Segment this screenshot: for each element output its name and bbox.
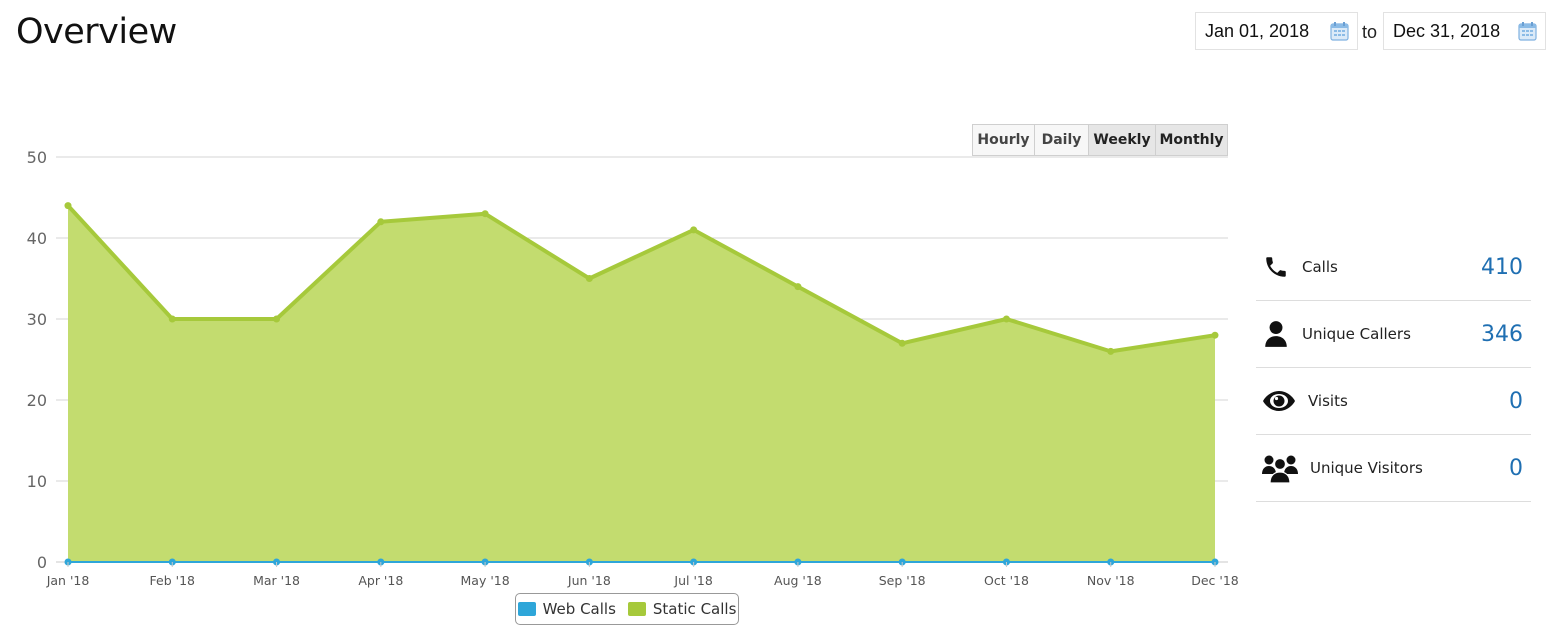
series-line-static-calls (66, 204, 1216, 354)
stat-value-unique-visitors: 0 (1509, 455, 1523, 481)
x-tick-label: Jan '18 (46, 573, 90, 588)
stat-row-unique-callers: Unique Callers 346 (1256, 301, 1531, 368)
data-point-static-calls (585, 275, 593, 282)
area-chart: 0 10 20 30 40 50 Jan '18 Feb '18 Mar '18 Apr '18 M… (27, 148, 1239, 588)
date-from-value: Jan 01, 2018 (1205, 20, 1310, 41)
stat-label-calls: Calls (1302, 258, 1338, 276)
range-toggle-group: Hourly Daily Weekly Monthly (972, 124, 1228, 156)
data-point-static-calls (377, 218, 385, 226)
y-tick-label: 0 (37, 553, 47, 572)
user-icon (1258, 319, 1294, 349)
y-tick-label: 40 (27, 229, 47, 248)
weekly-button[interactable]: Weekly (1089, 125, 1156, 155)
y-tick-label: 30 (27, 310, 47, 329)
calendar-icon[interactable] (1330, 21, 1349, 41)
date-to-field[interactable]: Dec 31, 2018 (1383, 12, 1546, 50)
x-tick-label: Sep '18 (879, 573, 926, 588)
calendar-icon[interactable] (1518, 21, 1537, 41)
x-tick-label: Nov '18 (1087, 573, 1135, 588)
x-tick-label: Apr '18 (358, 573, 403, 588)
x-tick-label: Oct '18 (984, 573, 1029, 588)
eye-icon (1258, 386, 1300, 416)
data-point-static-calls (690, 226, 698, 234)
data-point-static-calls (898, 339, 906, 347)
stat-value-calls: 410 (1481, 254, 1523, 280)
y-tick-label: 10 (27, 472, 47, 491)
users-icon (1258, 453, 1302, 483)
stat-row-calls: Calls 410 (1256, 234, 1531, 301)
date-separator: to (1362, 22, 1378, 42)
date-from-field[interactable]: Jan 01, 2018 (1195, 12, 1358, 50)
legend-label-web-calls: Web Calls (542, 600, 616, 618)
phone-icon (1258, 252, 1294, 282)
chart-legend: Web Calls Static Calls (515, 593, 739, 625)
legend-item-static-calls[interactable]: Static Calls (627, 600, 737, 618)
data-point-static-calls (64, 202, 72, 210)
page-title: Overview (16, 12, 177, 52)
x-tick-label: Mar '18 (253, 573, 300, 588)
data-point-static-calls (273, 315, 281, 323)
daily-button[interactable]: Daily (1035, 125, 1089, 155)
monthly-button[interactable]: Monthly (1156, 125, 1227, 155)
data-point-static-calls (481, 210, 489, 218)
stat-value-unique-callers: 346 (1481, 321, 1523, 347)
data-point-static-calls (1211, 331, 1219, 339)
hourly-button[interactable]: Hourly (973, 125, 1035, 155)
legend-item-web-calls[interactable]: Web Calls (517, 600, 616, 618)
stat-row-visits: Visits 0 (1256, 368, 1531, 435)
x-tick-label: Aug '18 (774, 573, 822, 588)
date-to-value: Dec 31, 2018 (1393, 20, 1501, 41)
x-tick-label: Jun '18 (567, 573, 611, 588)
x-tick-label: Feb '18 (150, 573, 195, 588)
x-tick-label: May '18 (461, 573, 510, 588)
legend-label-static-calls: Static Calls (652, 600, 737, 618)
series-area-static-calls (68, 205, 1215, 562)
stat-value-visits: 0 (1509, 388, 1523, 414)
y-tick-label: 20 (27, 391, 47, 410)
legend-swatch-web-calls (517, 602, 536, 616)
stat-label-unique-visitors: Unique Visitors (1310, 459, 1423, 477)
data-point-static-calls (1107, 347, 1115, 355)
stat-row-unique-visitors: Unique Visitors 0 (1256, 435, 1531, 502)
y-tick-label: 50 (27, 148, 47, 167)
data-point-static-calls (168, 315, 176, 323)
data-point-static-calls (1002, 315, 1010, 323)
stats-panel: Calls 410 Unique Callers 346 Visits 0 Un… (1256, 234, 1531, 502)
stat-label-unique-callers: Unique Callers (1302, 325, 1411, 343)
stat-label-visits: Visits (1308, 392, 1348, 410)
data-point-static-calls (794, 283, 802, 291)
x-tick-label: Jul '18 (673, 573, 712, 588)
x-tick-label: Dec '18 (1191, 573, 1239, 588)
legend-swatch-static-calls (627, 602, 646, 616)
